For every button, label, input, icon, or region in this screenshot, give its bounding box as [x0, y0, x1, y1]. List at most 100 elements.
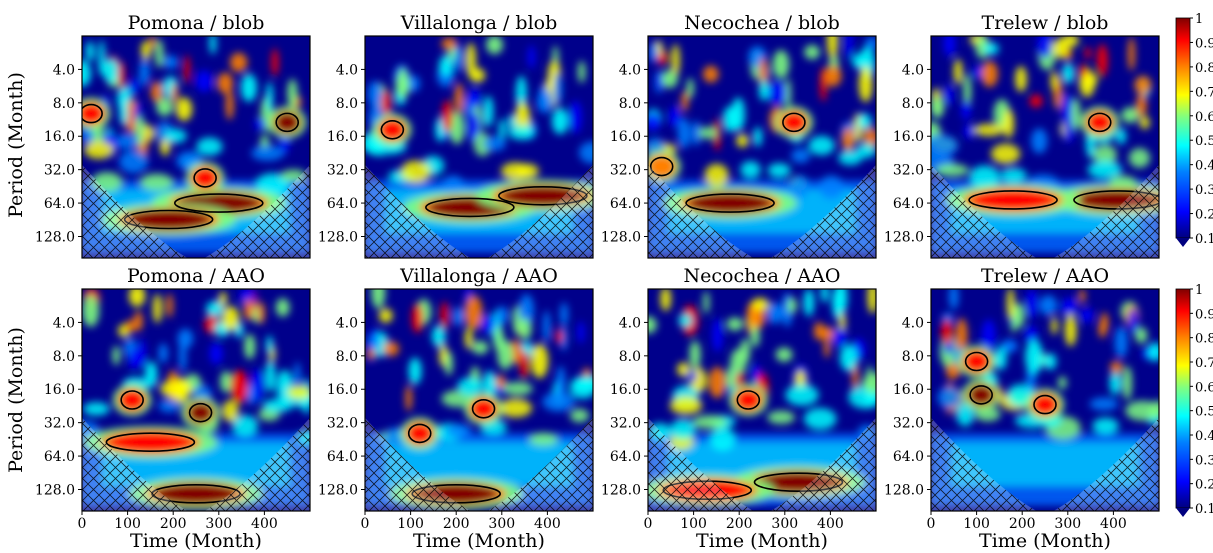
- significance-contour: [174, 193, 264, 213]
- significance-contour: [649, 156, 674, 177]
- x-tick-label: 100: [963, 516, 990, 532]
- y-tick-label: 32.0: [44, 163, 75, 179]
- colorbar-tick-label: 0.5: [1195, 405, 1213, 420]
- significance-contour: [425, 197, 515, 218]
- panel-title: Villalonga / blob: [400, 12, 558, 34]
- y-tick-label: 128.0: [318, 482, 358, 498]
- x-tick-label: 300: [771, 516, 798, 532]
- y-tick-label: 16.0: [44, 129, 75, 145]
- colorbar-tick-label: 0.7: [1195, 356, 1213, 371]
- colorbar-tick-label: 0.3: [1195, 183, 1213, 198]
- y-tick-label: 4.0: [336, 62, 358, 78]
- y-tick-label: 32.0: [327, 163, 358, 179]
- y-tick-label: 32.0: [44, 416, 75, 432]
- x-tick-label: 400: [817, 516, 844, 532]
- y-tick-label: 32.0: [327, 416, 358, 432]
- colorbar-tick-label: 0.9: [1195, 307, 1213, 322]
- y-tick-label: 32.0: [610, 416, 641, 432]
- y-tick-label: 64.0: [893, 449, 924, 465]
- wavelet-panel: Pomona / AAO 4.0 8.0 16.0 32.0 64.0 128.0 0 100 2…: [35, 265, 311, 552]
- colorbar-tick-label: 0.1: [1195, 502, 1213, 517]
- wavelet-panel: Trelew / blob 4.0 8.0 16.0 32.0 64.0 128.0: [884, 12, 1160, 259]
- x-tick-label: 200: [726, 516, 753, 532]
- significance-contour: [193, 168, 217, 188]
- significance-contour: [685, 193, 775, 213]
- significance-contour: [471, 398, 496, 419]
- x-tick-label: 0: [78, 516, 87, 532]
- panel-frame: [364, 288, 594, 512]
- panel-title: Pomona / AAO: [127, 265, 265, 287]
- significance-contour: [275, 112, 300, 133]
- x-tick-label: 100: [397, 516, 424, 532]
- colorbar-tick-label: 0.4: [1195, 159, 1213, 174]
- wavelet-panel: Necochea / blob 4.0 8.0 16.0 32.0 64.0 128.0: [601, 12, 877, 259]
- significance-contour: [380, 120, 405, 140]
- significance-contour: [120, 390, 144, 410]
- y-tick-label: 64.0: [44, 449, 75, 465]
- wavelet-panel: Trelew / AAO 4.0 8.0 16.0 32.0 64.0 128.0 0 100 2…: [884, 265, 1160, 552]
- y-tick-label: 8.0: [902, 349, 924, 365]
- colorbar-tick-label: 0.6: [1195, 380, 1213, 395]
- panel-title: Trelew / AAO: [981, 265, 1109, 287]
- y-tick-label: 128.0: [35, 229, 75, 245]
- y-tick-label: 16.0: [327, 129, 358, 145]
- y-tick-label: 8.0: [902, 96, 924, 112]
- x-tick-label: 400: [1100, 516, 1127, 532]
- y-tick-label: 128.0: [35, 482, 75, 498]
- panel-title: Pomona / blob: [128, 12, 265, 34]
- y-tick-label: 16.0: [610, 382, 641, 398]
- y-tick-label: 4.0: [53, 62, 75, 78]
- y-tick-label: 64.0: [44, 196, 75, 212]
- y-tick-label: 128.0: [884, 229, 924, 245]
- y-tick-label: 16.0: [44, 382, 75, 398]
- colorbar-gradient: [1175, 17, 1191, 239]
- y-tick-label: 16.0: [893, 129, 924, 145]
- y-tick-label: 32.0: [893, 163, 924, 179]
- panel-frame: [930, 288, 1160, 512]
- y-tick-label: 4.0: [53, 315, 75, 331]
- y-tick-label: 8.0: [53, 96, 75, 112]
- colorbar-tick-label: 1: [1195, 12, 1203, 27]
- panel-frame: [81, 35, 311, 259]
- x-tick-label: 300: [205, 516, 232, 532]
- x-tick-label: 200: [443, 516, 470, 532]
- y-tick-label: 4.0: [902, 62, 924, 78]
- y-tick-label: 8.0: [619, 349, 641, 365]
- x-tick-label: 0: [644, 516, 653, 532]
- wavelet-panel: Villalonga / AAO 4.0 8.0 16.0 32.0 64.0 128.0 0…: [318, 265, 594, 552]
- colorbar-extend-arrow: [1176, 238, 1190, 247]
- x-axis-label: Time (Month): [413, 530, 545, 552]
- x-axis-label: Time (Month): [696, 530, 828, 552]
- y-tick-label: 64.0: [327, 196, 358, 212]
- colorbar-tick-label: 0.7: [1195, 85, 1213, 100]
- colorbar-tick-label: 0.4: [1195, 429, 1213, 444]
- x-tick-label: 400: [251, 516, 278, 532]
- panel-frame: [647, 35, 877, 259]
- wavelet-panel: Necochea / AAO 4.0 8.0 16.0 32.0 64.0 128.0 0 10…: [601, 265, 877, 552]
- colorbar-tick-label: 0.2: [1195, 208, 1213, 223]
- significance-contour: [105, 432, 196, 453]
- y-tick-label: 4.0: [619, 62, 641, 78]
- y-tick-label: 128.0: [601, 482, 641, 498]
- x-tick-label: 300: [1054, 516, 1081, 532]
- y-tick-label: 64.0: [610, 196, 641, 212]
- panel-frame: [930, 35, 1160, 259]
- y-tick-label: 4.0: [902, 315, 924, 331]
- colorbar-tick-label: 0.5: [1195, 134, 1213, 149]
- x-axis-label: Time (Month): [130, 530, 262, 552]
- wavelet-panel: Villalonga / blob 4.0 8.0 16.0 32.0 64.0 128.0: [318, 12, 594, 259]
- y-tick-label: 16.0: [610, 129, 641, 145]
- colorbar-tick-label: 0.6: [1195, 110, 1213, 125]
- x-tick-label: 100: [680, 516, 707, 532]
- colorbar-tick-label: 0.1: [1195, 232, 1213, 247]
- x-tick-label: 100: [114, 516, 141, 532]
- y-tick-label: 64.0: [893, 196, 924, 212]
- x-tick-label: 0: [927, 516, 936, 532]
- colorbar-tick-label: 0.8: [1195, 332, 1213, 347]
- y-tick-label: 8.0: [53, 349, 75, 365]
- x-tick-label: 300: [488, 516, 515, 532]
- significance-contour: [964, 351, 989, 372]
- y-tick-label: 64.0: [610, 449, 641, 465]
- y-axis-label-top: Period (Month): [5, 72, 27, 218]
